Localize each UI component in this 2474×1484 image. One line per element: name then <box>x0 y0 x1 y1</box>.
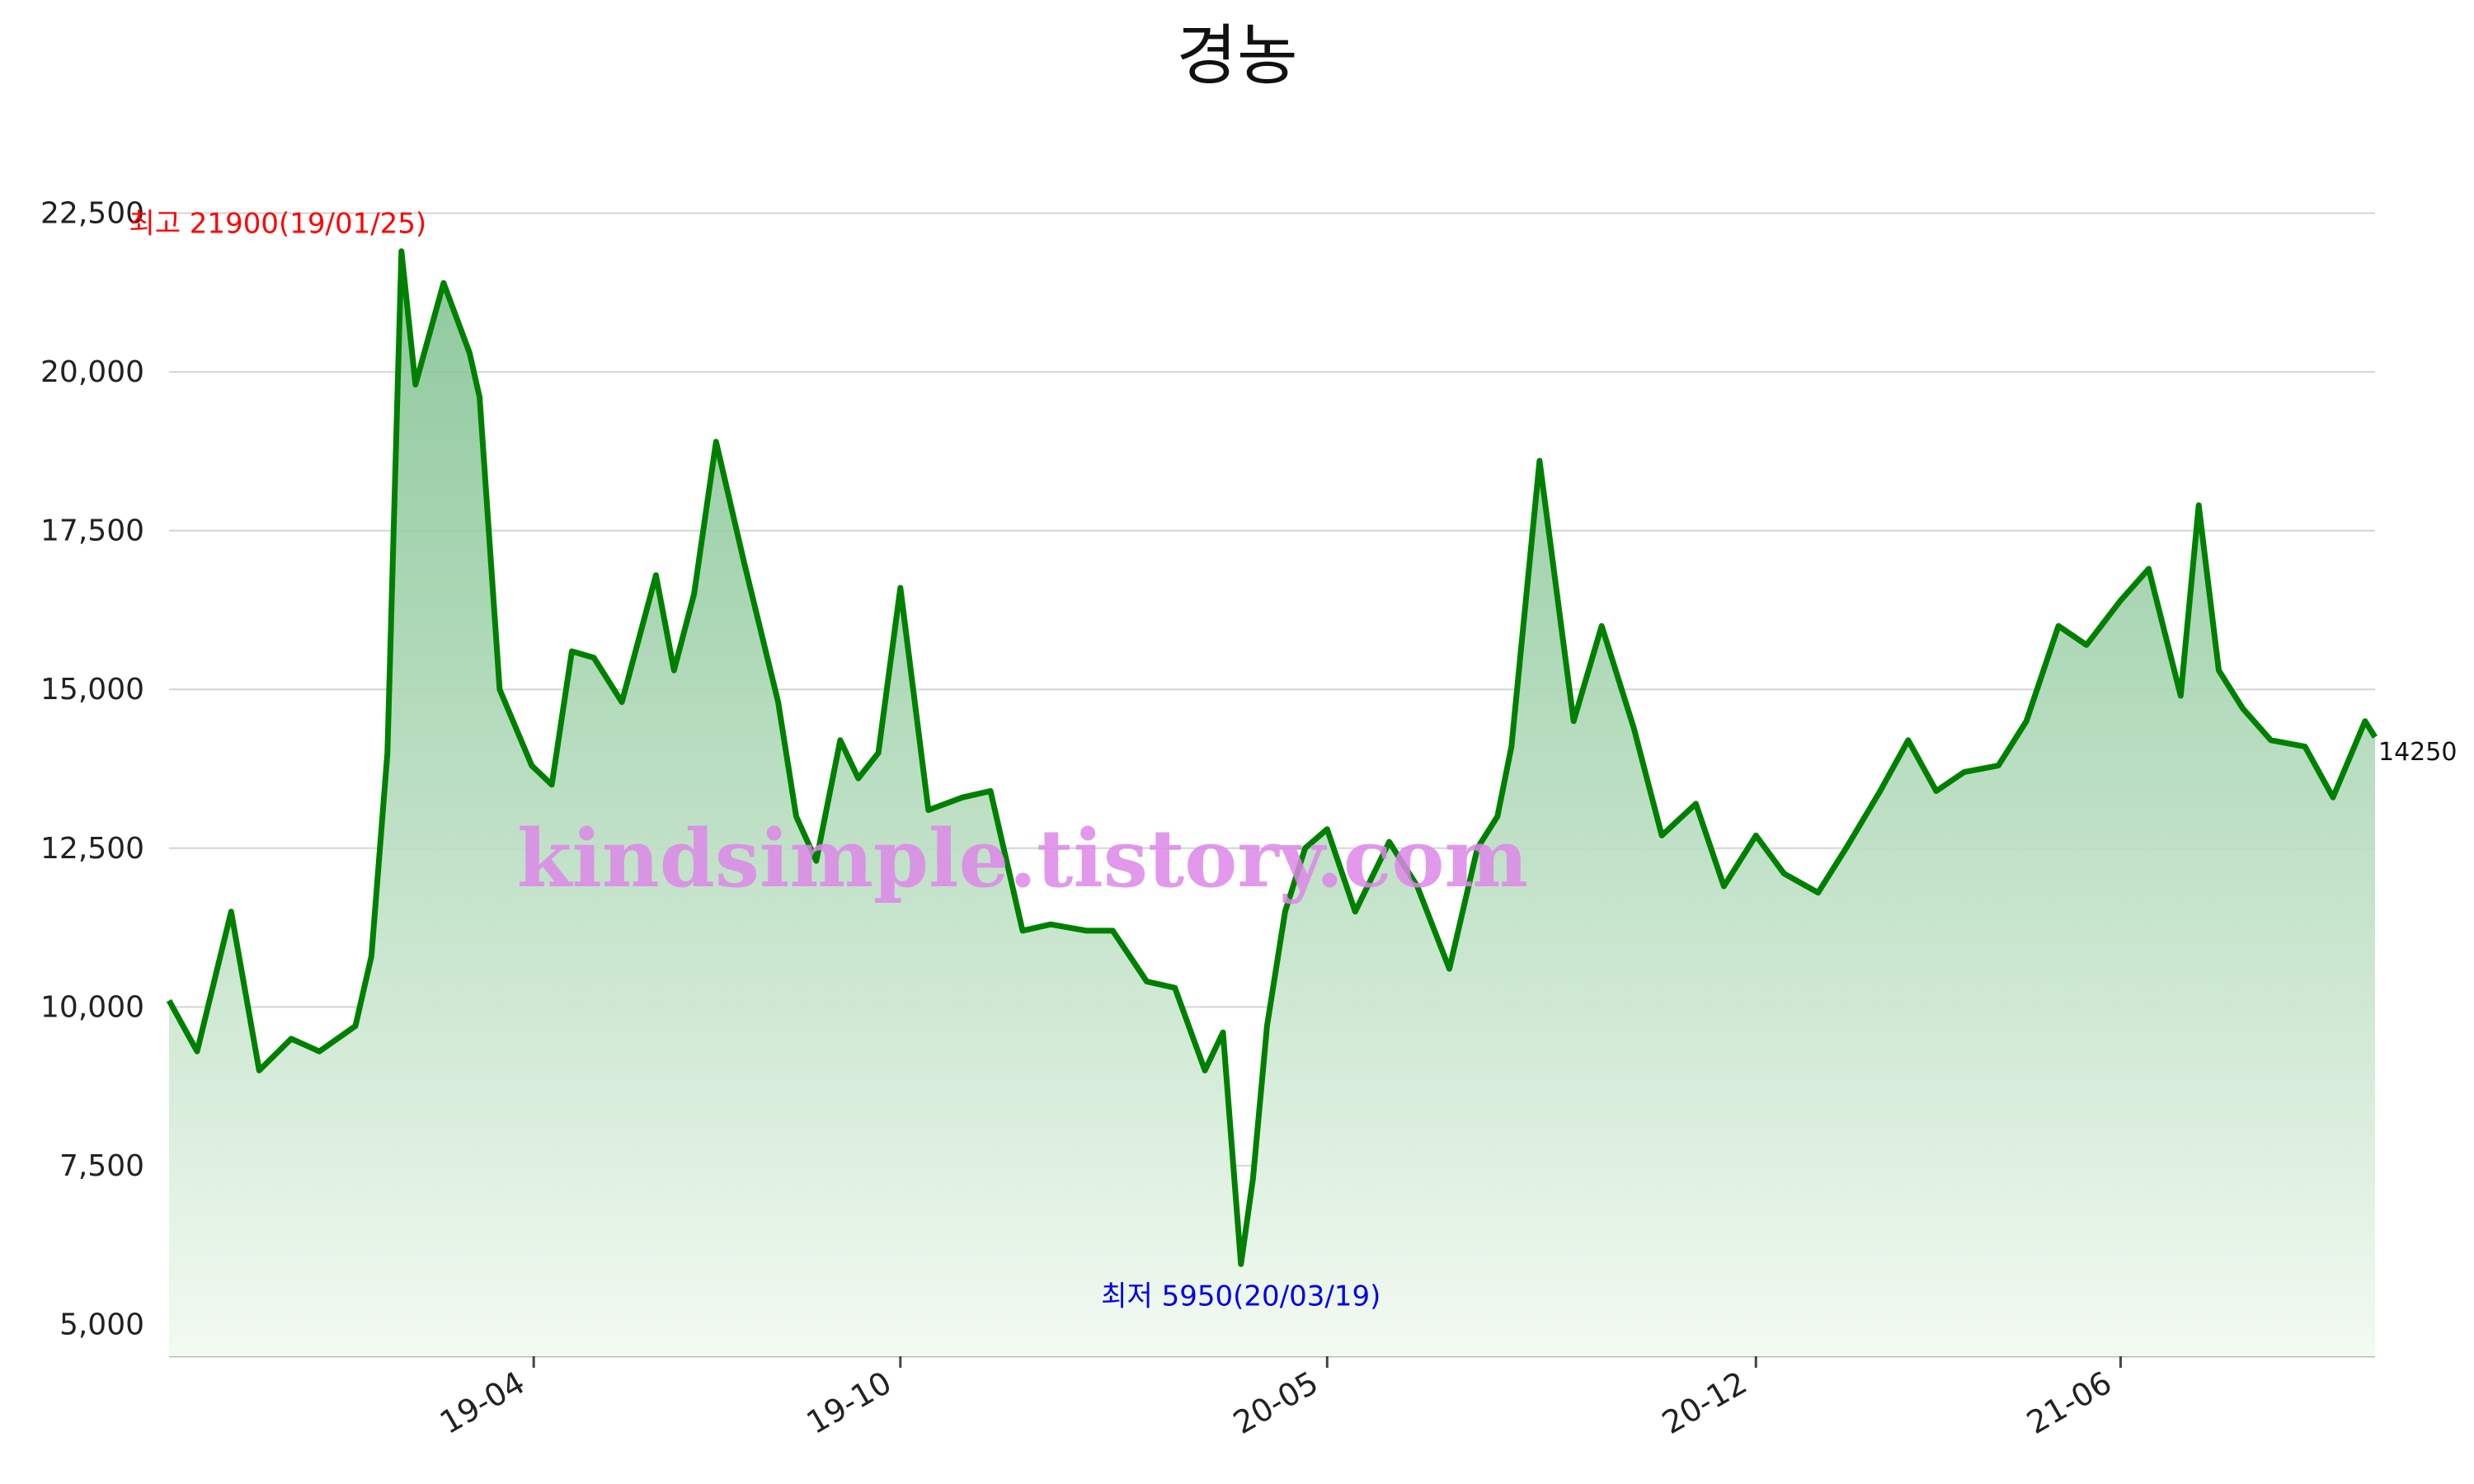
y-tick-label: 20,000 <box>40 355 144 389</box>
low-annotation: 최저 5950(20/03/19) <box>1101 1280 1380 1313</box>
x-tick-label: 20-05 <box>1227 1364 1324 1441</box>
price-line <box>166 248 2378 1267</box>
y-tick-label: 22,500 <box>40 197 144 231</box>
chart-title: 경농 <box>1176 17 1297 94</box>
watermark: kindsimple.tistory.com <box>517 812 1528 905</box>
price-area <box>169 251 2375 1357</box>
y-tick-label: 7,500 <box>59 1149 144 1183</box>
y-axis-ticks: 5,000 7,500 10,000 12,500 15,000 17,500 20,000… <box>40 197 144 1342</box>
y-tick-label: 15,000 <box>40 673 144 707</box>
x-tick-label: 21-06 <box>2020 1364 2118 1441</box>
high-annotation: 최고 21900(19/01/25) <box>129 208 426 241</box>
last-price-label: 14250 <box>2378 738 2457 767</box>
x-tick-label: 20-12 <box>1656 1364 1753 1441</box>
y-tick-label: 5,000 <box>59 1308 144 1341</box>
x-axis: 19-04 19-10 20-05 20-12 21-06 <box>169 1355 2375 1441</box>
y-tick-label: 12,500 <box>40 832 144 866</box>
y-tick-label: 10,000 <box>40 990 144 1024</box>
x-tick-label: 19-04 <box>434 1364 531 1441</box>
y-tick-label: 17,500 <box>40 514 144 548</box>
x-tick-label: 19-10 <box>801 1364 898 1441</box>
